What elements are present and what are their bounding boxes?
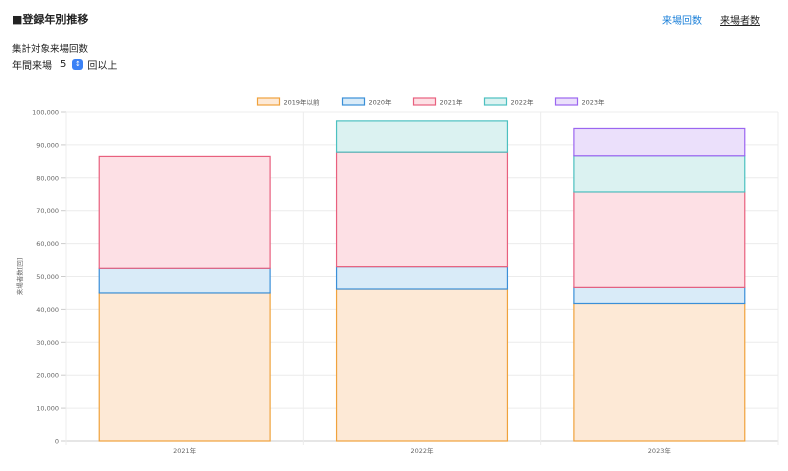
- y-tick-label: 10,000: [36, 405, 59, 413]
- y-tick-label: 90,000: [36, 141, 59, 149]
- legend-label: 2019年以前: [284, 98, 321, 107]
- bar-segment: [573, 155, 746, 193]
- bar-segment: [573, 302, 746, 442]
- view-tabs: 来場回数 来場者数: [662, 12, 760, 27]
- x-tick-label: 2022年: [410, 446, 434, 455]
- aggregation-label: 集計対象来場回数: [12, 44, 89, 55]
- y-axis-label: 来場者数[回]: [15, 258, 24, 296]
- bar-segment: [573, 191, 746, 288]
- visit-count-stepper[interactable]: ↕: [72, 59, 84, 70]
- x-tick-label: 2023年: [648, 446, 672, 455]
- legend-swatch: [483, 97, 508, 106]
- visit-count-filter: 年間来場 5 ↕ 回以上: [12, 57, 117, 72]
- bar-segment: [335, 151, 509, 268]
- y-tick-label: 50,000: [36, 273, 59, 281]
- legend-swatch: [554, 97, 579, 106]
- legend-swatch: [341, 97, 366, 106]
- legend-label: 2020年: [369, 98, 393, 107]
- legend-label: 2022年: [511, 98, 535, 107]
- y-tick-label: 60,000: [36, 240, 59, 248]
- tab-visit-count[interactable]: 来場回数: [662, 16, 702, 27]
- bar-segment: [98, 267, 271, 294]
- legend-swatch: [412, 97, 437, 106]
- x-tick-label: 2021年: [173, 446, 197, 455]
- y-tick-label: 100,000: [32, 109, 59, 117]
- bar-segment: [335, 266, 509, 290]
- registration-year-chart: 0 10,000 20,000 30,000 40,000 50,000 60,000 70,…: [15, 97, 779, 455]
- y-tick-label: 30,000: [36, 339, 59, 347]
- bar-segment: [335, 120, 509, 153]
- bar-segment: [573, 127, 746, 157]
- page-title: ■登録年別推移: [12, 13, 89, 26]
- y-tick-label: 0: [55, 438, 59, 446]
- bar-segment: [573, 286, 746, 305]
- legend-label: 2021年: [440, 98, 464, 107]
- legend-label: 2023年: [582, 98, 606, 107]
- y-tick-label: 80,000: [36, 174, 59, 182]
- filter-suffix: 回以上: [87, 61, 118, 72]
- tab-visitor-count[interactable]: 来場者数: [720, 16, 760, 27]
- filter-prefix: 年間来場: [12, 61, 52, 72]
- y-tick-label: 70,000: [36, 207, 59, 215]
- y-tick-label: 40,000: [36, 306, 59, 314]
- legend-swatch: [256, 97, 281, 106]
- y-tick-label: 20,000: [36, 372, 59, 380]
- bar-segment: [98, 155, 271, 269]
- bar-segment: [98, 292, 271, 442]
- visit-count-value: 5: [60, 59, 67, 70]
- bar-segment: [335, 288, 509, 442]
